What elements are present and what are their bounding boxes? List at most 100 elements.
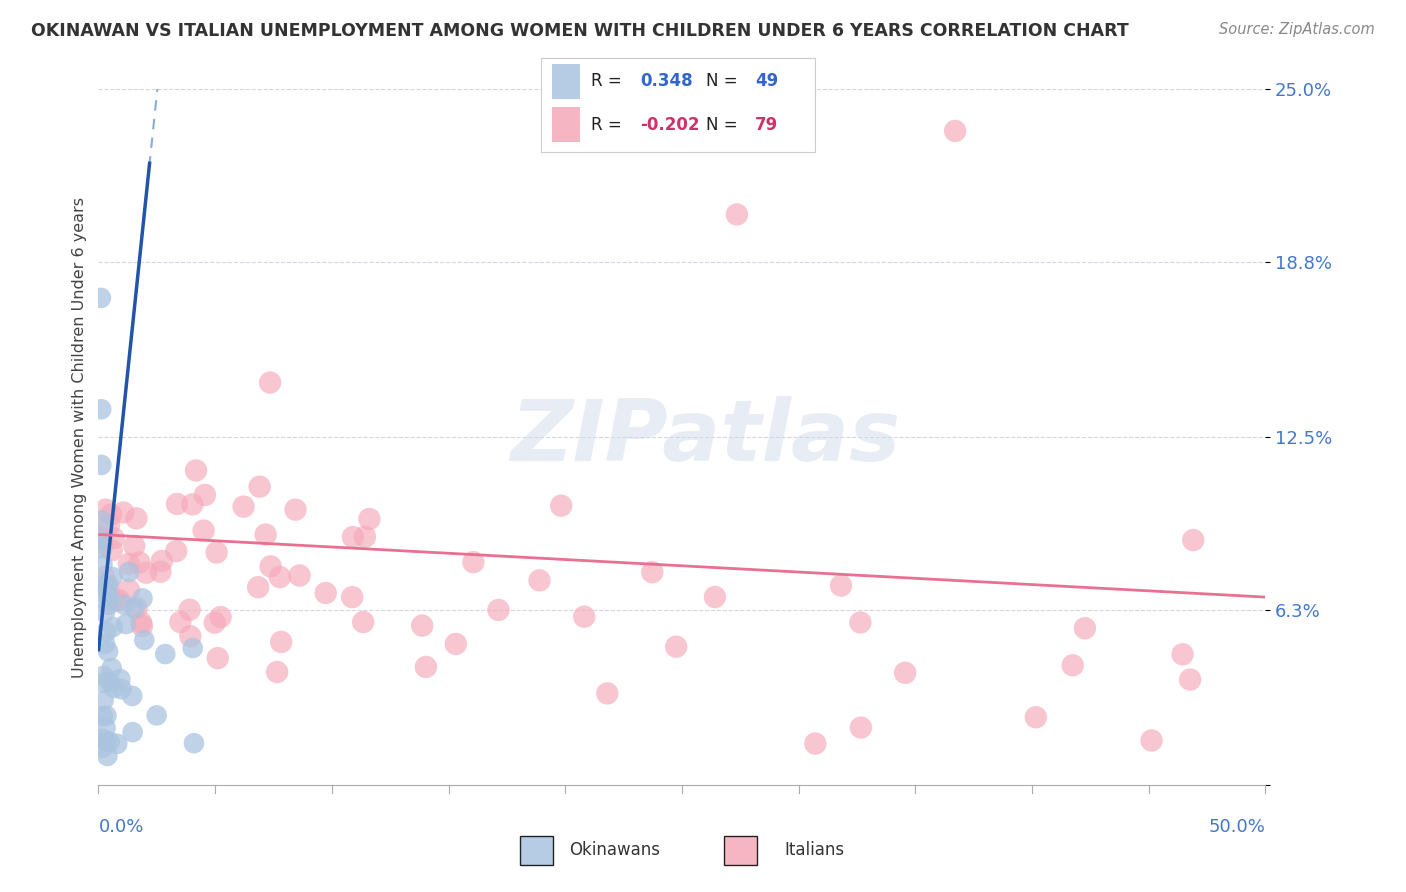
Point — [1182, 533, 1205, 547]
Point — [94, 721, 117, 735]
Point — [725, 207, 748, 221]
Point — [121, 689, 143, 703]
Point — [125, 600, 148, 615]
Point — [118, 557, 141, 571]
Bar — [553, 107, 579, 142]
Text: Italians: Italians — [785, 841, 845, 859]
Point — [90, 536, 112, 550]
Point — [270, 635, 292, 649]
Point — [259, 559, 281, 574]
Point — [259, 376, 281, 390]
Point — [131, 619, 153, 633]
Point — [110, 672, 132, 686]
Point — [91, 541, 114, 556]
Point — [641, 565, 664, 579]
Point — [94, 606, 117, 620]
Point — [91, 740, 114, 755]
Point — [91, 558, 114, 572]
Text: Okinawans: Okinawans — [569, 841, 661, 859]
Point — [91, 731, 114, 746]
Point — [181, 497, 204, 511]
Point — [150, 554, 173, 568]
Point — [463, 555, 485, 569]
Point — [91, 514, 114, 528]
Point — [145, 708, 167, 723]
Point — [134, 632, 156, 647]
Point — [149, 565, 172, 579]
Point — [894, 665, 917, 680]
Text: N =: N = — [706, 117, 742, 135]
Point — [111, 682, 134, 697]
Point — [830, 578, 852, 592]
Point — [96, 734, 118, 748]
Point — [91, 709, 114, 723]
Point — [93, 669, 115, 683]
Point — [181, 640, 204, 655]
Point — [98, 675, 121, 690]
Point — [104, 593, 127, 607]
Point — [96, 589, 118, 603]
Point — [665, 640, 688, 654]
Point — [122, 539, 145, 553]
Point — [108, 593, 131, 607]
Point — [943, 124, 966, 138]
Point — [91, 533, 114, 547]
Point — [93, 693, 115, 707]
Point — [98, 518, 121, 533]
Point — [194, 488, 217, 502]
Point — [249, 480, 271, 494]
Point — [207, 651, 229, 665]
Point — [128, 556, 150, 570]
Point — [179, 629, 201, 643]
Point — [101, 570, 124, 584]
Point — [342, 590, 364, 604]
Text: 0.348: 0.348 — [640, 72, 693, 90]
Point — [135, 566, 157, 580]
Point — [93, 570, 115, 584]
Point — [342, 530, 364, 544]
Text: R =: R = — [591, 72, 627, 90]
Point — [550, 499, 572, 513]
Point — [574, 609, 596, 624]
Point — [94, 582, 117, 597]
Point — [100, 661, 122, 675]
Point — [703, 590, 725, 604]
Text: Source: ZipAtlas.com: Source: ZipAtlas.com — [1219, 22, 1375, 37]
Point — [97, 578, 120, 592]
Point — [131, 591, 153, 606]
Point — [269, 570, 291, 584]
Point — [1171, 648, 1194, 662]
Text: 0.0%: 0.0% — [98, 818, 143, 837]
Point — [155, 647, 177, 661]
Point — [90, 402, 112, 417]
Text: ZIPatlas: ZIPatlas — [510, 395, 900, 479]
Text: -0.202: -0.202 — [640, 117, 700, 135]
Point — [1025, 710, 1047, 724]
Point — [97, 644, 120, 658]
Point — [204, 615, 226, 630]
Point — [165, 544, 187, 558]
Point — [103, 531, 125, 545]
Point — [415, 660, 437, 674]
Point — [121, 725, 143, 739]
Point — [184, 463, 207, 477]
Point — [93, 577, 115, 591]
Point — [91, 531, 114, 545]
Point — [115, 617, 138, 632]
Point — [96, 708, 118, 723]
Point — [266, 665, 288, 679]
Point — [90, 291, 112, 305]
Text: OKINAWAN VS ITALIAN UNEMPLOYMENT AMONG WOMEN WITH CHILDREN UNDER 6 YEARS CORRELA: OKINAWAN VS ITALIAN UNEMPLOYMENT AMONG W… — [31, 22, 1129, 40]
Point — [205, 545, 228, 559]
Text: R =: R = — [591, 117, 627, 135]
Point — [354, 530, 377, 544]
Point — [284, 502, 307, 516]
Text: 79: 79 — [755, 117, 779, 135]
Point — [529, 574, 551, 588]
Point — [193, 524, 215, 538]
Text: N =: N = — [706, 72, 742, 90]
Point — [112, 598, 135, 612]
Point — [183, 736, 205, 750]
Point — [90, 458, 112, 472]
Point — [444, 637, 467, 651]
